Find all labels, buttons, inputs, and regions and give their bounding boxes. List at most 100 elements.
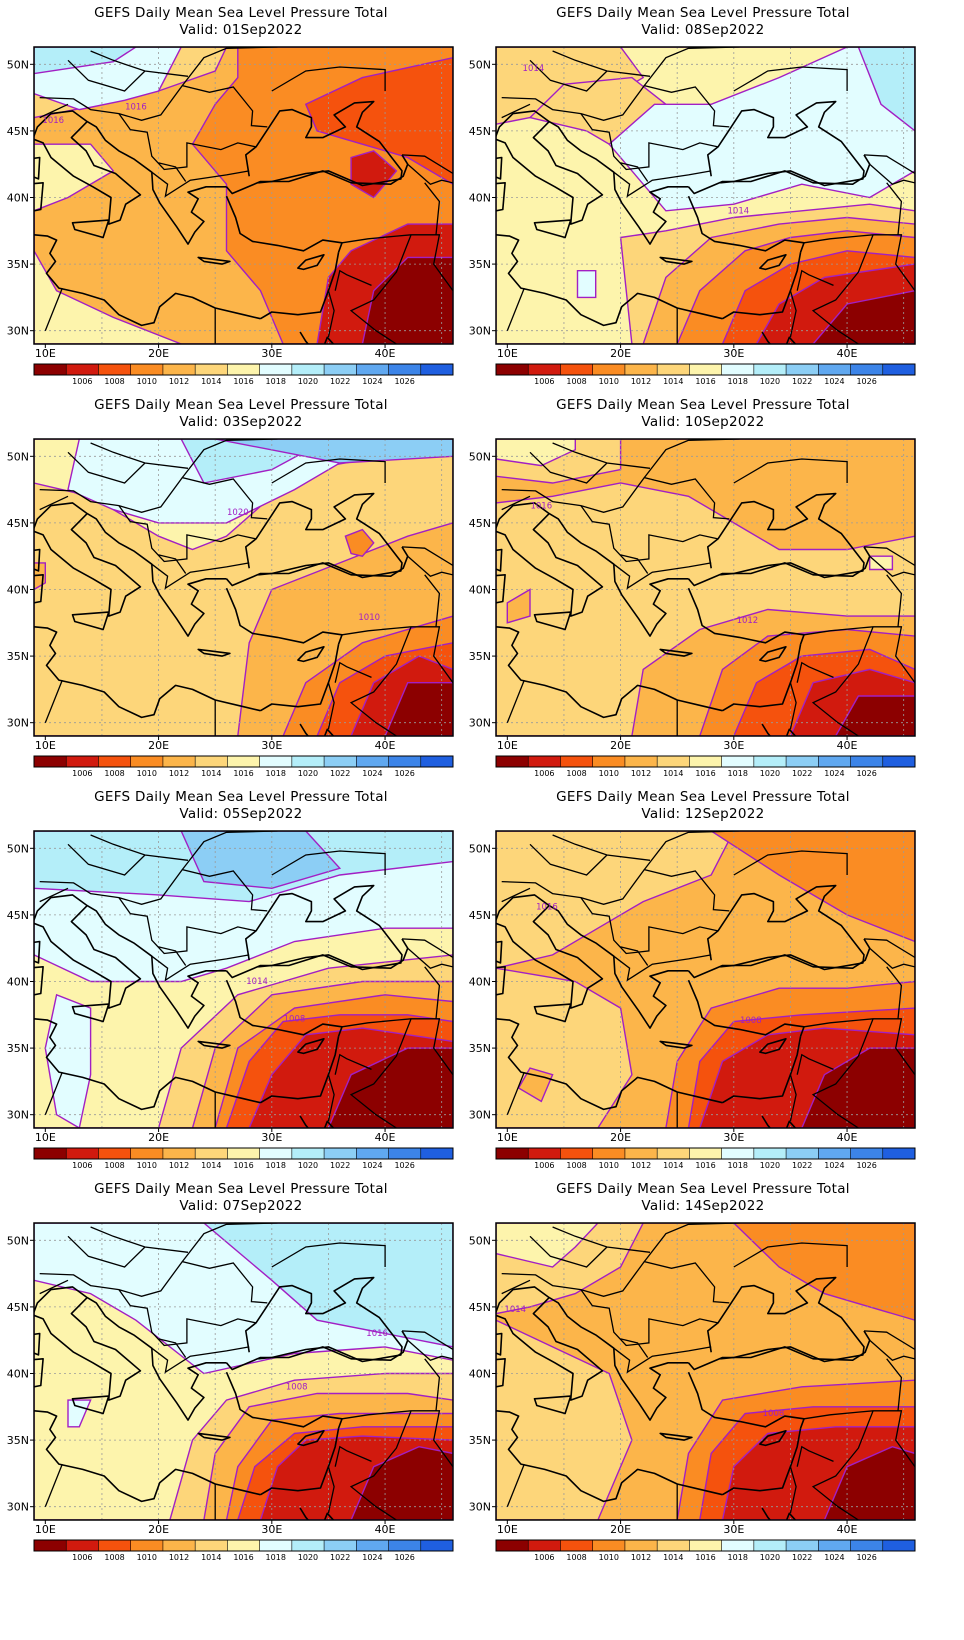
coastline — [34, 1410, 261, 1503]
country-border — [869, 947, 915, 969]
coastlines — [496, 492, 915, 736]
longitude-tick-label: 40E — [375, 1131, 396, 1144]
latitude-tick-label: 35N — [7, 650, 29, 663]
island-coastline — [496, 502, 604, 617]
island-coastline — [533, 611, 572, 631]
country-border — [796, 661, 834, 683]
colorbar-label: 1018 — [266, 769, 286, 778]
country-border — [271, 66, 386, 92]
colorbar-swatch — [721, 1540, 755, 1551]
country-border — [349, 1018, 412, 1128]
coastline — [245, 884, 403, 971]
colorbar-swatch — [388, 1540, 422, 1551]
colorbar-label: 1016 — [695, 1553, 715, 1562]
colorbar-swatch — [130, 756, 164, 767]
colorbar-swatch — [66, 756, 99, 767]
country-border — [158, 554, 187, 574]
map-frame — [495, 438, 916, 737]
colorbar-swatch — [721, 364, 755, 375]
country-border — [401, 938, 453, 959]
coastline — [914, 1313, 915, 1316]
colorbar-swatch — [420, 1540, 454, 1551]
panel-valid-date: Valid: 01Sep2022 — [179, 22, 303, 38]
country-border — [334, 269, 372, 291]
coastlines — [34, 100, 453, 344]
country-border — [334, 661, 372, 683]
pressure-region — [496, 439, 576, 467]
colorbar-swatch — [162, 756, 196, 767]
colorbar-label: 1008 — [104, 1161, 124, 1170]
colorbar: 1006 1008 1010 1012 1014 1016 1018 1020 1022 1024… — [33, 363, 454, 386]
colorbar-label: 1020 — [760, 1161, 780, 1170]
pressure-region — [496, 1223, 599, 1268]
country-border — [39, 84, 268, 128]
country-border — [789, 290, 797, 338]
country-border — [44, 679, 63, 723]
colorbar-swatch — [657, 364, 690, 375]
country-border — [327, 1074, 335, 1122]
country-border — [407, 555, 453, 577]
country-border — [863, 546, 915, 567]
country-border — [506, 287, 525, 331]
country-border — [407, 947, 453, 969]
colorbar-label: 1010 — [137, 377, 157, 386]
coastline — [86, 904, 227, 1029]
latitude-tick-label: 30N — [7, 717, 29, 730]
longitude-tick-label: 20E — [148, 347, 169, 360]
colorbar-swatch — [162, 1148, 196, 1159]
island-coastline — [496, 574, 506, 604]
map-frame — [33, 46, 454, 345]
colorbar-swatch — [560, 1148, 593, 1159]
panel-title: GEFS Daily Mean Sea Level Pressure Total — [94, 1181, 388, 1197]
colorbar-label: 1026 — [394, 769, 414, 778]
colorbar-label: 1022 — [792, 1161, 812, 1170]
pressure-region — [304, 56, 453, 186]
longitude-tick-label: 20E — [148, 1523, 169, 1536]
country-border — [552, 50, 651, 77]
colorbar-label: 1014 — [663, 1161, 683, 1170]
contour-label: 1016 — [530, 501, 552, 511]
contour-label: 1014 — [523, 64, 545, 74]
colorbar-label: 1014 — [201, 769, 221, 778]
island-coastline — [34, 548, 41, 572]
coastline — [245, 1276, 403, 1363]
island-coastline — [34, 894, 142, 1009]
coastline — [687, 1330, 871, 1371]
coastline — [225, 546, 409, 587]
island-coastline — [297, 1430, 325, 1447]
contour-label: 1012 — [737, 616, 759, 626]
colorbar-label: 1012 — [169, 769, 189, 778]
colorbar-label: 1010 — [599, 1553, 619, 1562]
latitude-tick-label: 40N — [7, 1367, 29, 1380]
country-border — [789, 682, 797, 730]
contour-label: 1014 — [728, 206, 750, 216]
colorbar-label: 1024 — [362, 1161, 382, 1170]
pressure-region — [44, 993, 92, 1128]
latitude-tick-label: 35N — [469, 1434, 491, 1447]
country-border — [118, 113, 257, 171]
colorbar-label: 1014 — [201, 1553, 221, 1562]
longitude-tick-label: 30E — [261, 739, 282, 752]
colorbar-label: 1012 — [631, 1161, 651, 1170]
island-coastline — [71, 219, 110, 239]
coastline — [914, 529, 915, 532]
colorbar-swatch — [560, 1540, 593, 1551]
colorbar-label: 1012 — [631, 1553, 651, 1562]
country-border — [501, 1260, 730, 1304]
coastline — [34, 626, 261, 719]
longitude-tick-label: 10E — [35, 739, 56, 752]
coastline — [86, 512, 227, 637]
colorbar-swatch — [259, 364, 293, 375]
contour-label: 1014 — [246, 977, 268, 987]
longitude-tick-label: 10E — [497, 347, 518, 360]
country-border — [401, 1330, 453, 1351]
colorbar-label: 1006 — [72, 769, 92, 778]
coastline — [496, 1018, 723, 1111]
country-border — [733, 458, 848, 484]
map-panel: GEFS Daily Mean Sea Level Pressure Total… — [0, 1176, 482, 1586]
coastline — [225, 587, 343, 645]
colorbar-swatch — [592, 364, 626, 375]
